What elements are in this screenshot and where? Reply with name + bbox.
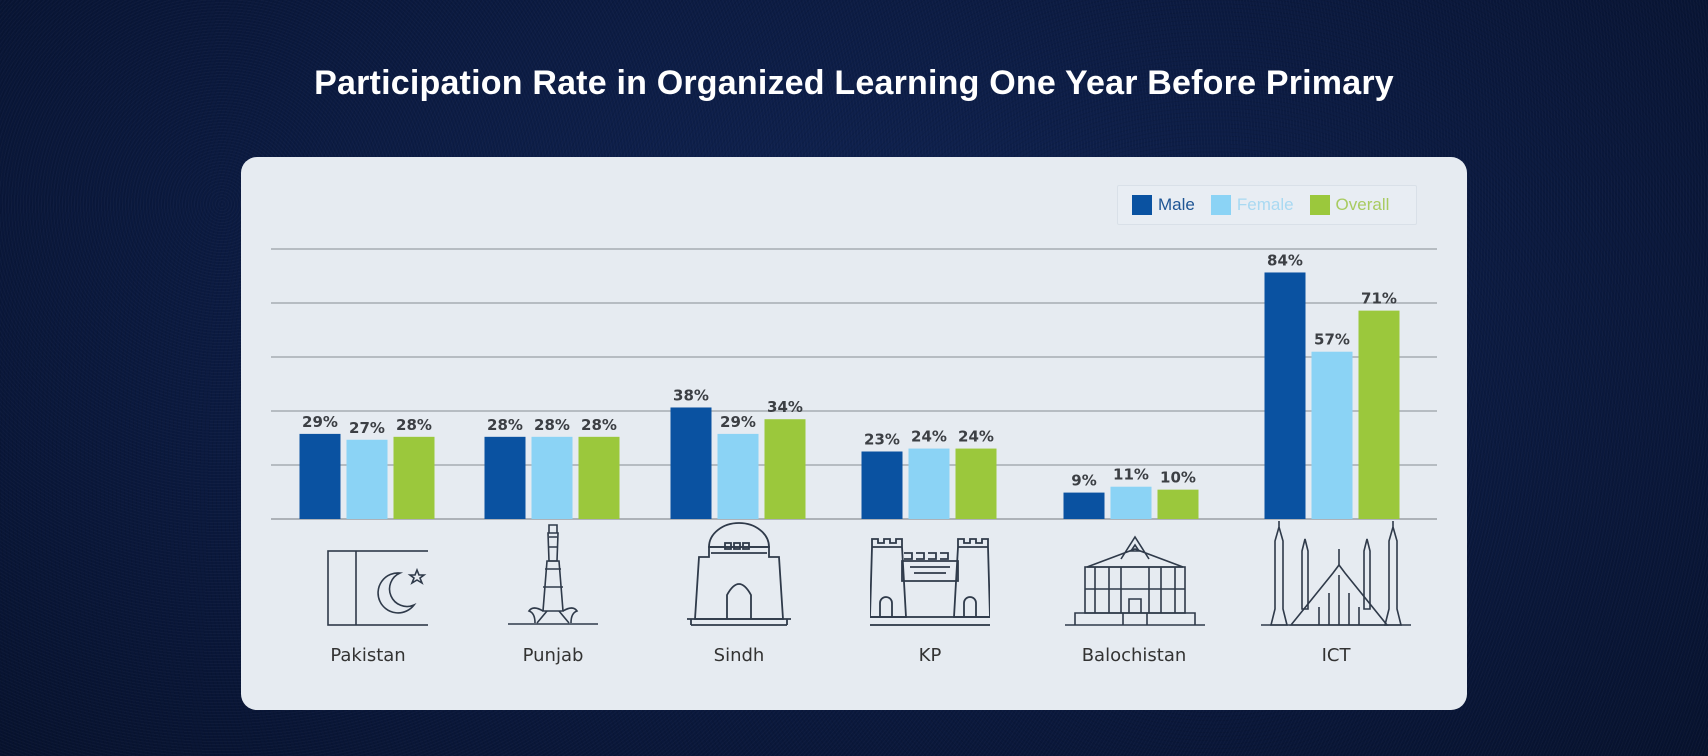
fort-gate-icon (870, 538, 990, 626)
region-label: ICT (1321, 645, 1351, 666)
legend-item-overall: Overall (1309, 195, 1390, 215)
legend-swatch-overall (1309, 195, 1330, 215)
legend-label-female: Female (1236, 195, 1294, 214)
faisal-mosque-icon (1261, 521, 1411, 626)
bar-punjab-male (484, 436, 526, 519)
page-title: Participation Rate in Organized Learning… (314, 64, 1394, 102)
data-label-pakistan-overall: 28% (396, 416, 432, 434)
bar-punjab-female (531, 436, 573, 519)
region-punjab: Punjab (453, 517, 653, 666)
data-label-balochistan-female: 11% (1113, 466, 1149, 484)
bar-ict-female (1311, 351, 1353, 519)
data-label-kp-male: 23% (864, 431, 900, 449)
data-label-balochistan-overall: 10% (1160, 469, 1196, 487)
chart-legend: Male Female Overall (1117, 185, 1417, 225)
legend-item-female: Female (1210, 195, 1294, 215)
legend-label-overall: Overall (1335, 195, 1390, 214)
mazar-e-quaid-icon (687, 522, 791, 626)
data-label-punjab-female: 28% (534, 416, 570, 434)
region-label: Pakistan (330, 645, 406, 666)
data-label-punjab-male: 28% (487, 416, 523, 434)
region-label: KP (918, 645, 942, 666)
bar-pakistan-overall (393, 436, 435, 519)
bar-balochistan-female (1110, 486, 1152, 519)
legend-item-male: Male (1132, 195, 1195, 215)
data-label-ict-female: 57% (1314, 331, 1350, 349)
bar-pakistan-female (346, 439, 388, 519)
bar-balochistan-overall (1157, 489, 1199, 519)
region-balochistan: Balochistan (1034, 517, 1234, 666)
region-ict: ICT (1236, 517, 1436, 666)
data-label-sindh-female: 29% (720, 413, 756, 431)
region-label: Punjab (522, 645, 584, 666)
data-label-kp-female: 24% (911, 428, 947, 446)
chart-card: 29% 27% 28% 28% 28% 28% 38% 29% 34% 23% 24% 24% 9% 11… (241, 157, 1467, 710)
bar-kp-male (861, 451, 903, 519)
region-label: Sindh (713, 645, 765, 666)
region-pakistan: Pakistan (268, 517, 468, 666)
data-label-sindh-male: 38% (673, 386, 709, 404)
bar-chart: 29% 27% 28% 28% 28% 28% 38% 29% 34% 23% 24% 24% 9% 11… (271, 248, 1437, 520)
bar-kp-overall (955, 448, 997, 519)
bar-sindh-male (670, 407, 712, 519)
data-label-sindh-overall: 34% (767, 398, 803, 416)
bar-balochistan-male (1063, 492, 1105, 519)
bar-punjab-overall (578, 436, 620, 519)
bar-sindh-female (717, 433, 759, 519)
region-label: Balochistan (1081, 645, 1187, 666)
legend-swatch-female (1210, 195, 1231, 215)
bar-kp-female (908, 448, 950, 519)
region-kp: KP (830, 517, 1030, 666)
bar-ict-male (1264, 272, 1306, 519)
bar-sindh-overall (764, 419, 806, 519)
bar-ict-overall (1358, 310, 1400, 519)
pakistan-flag-icon (327, 550, 428, 626)
data-label-balochistan-male: 9% (1071, 472, 1096, 490)
legend-swatch-male (1132, 195, 1152, 215)
data-label-kp-overall: 24% (958, 428, 994, 446)
assembly-building-icon (1065, 535, 1205, 626)
data-label-pakistan-male: 29% (302, 413, 338, 431)
minar-e-pakistan-icon (508, 524, 598, 625)
data-label-punjab-overall: 28% (581, 416, 617, 434)
data-label-pakistan-female: 27% (349, 419, 385, 437)
data-label-ict-overall: 71% (1361, 290, 1397, 308)
bar-pakistan-male (299, 433, 341, 519)
region-sindh: Sindh (639, 517, 839, 666)
legend-label-male: Male (1158, 195, 1195, 214)
data-label-ict-male: 84% (1267, 251, 1303, 269)
